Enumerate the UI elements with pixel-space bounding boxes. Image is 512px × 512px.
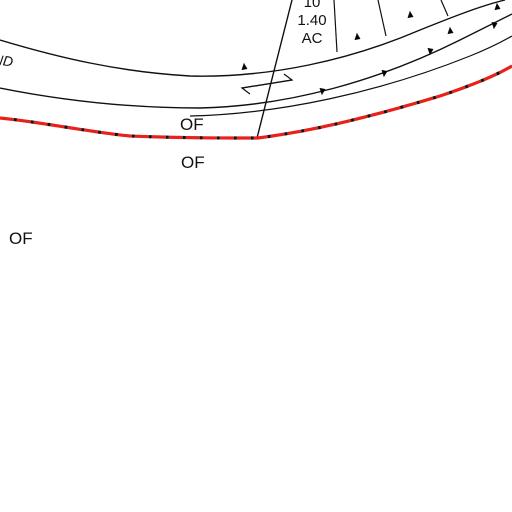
lot-line-diagonal xyxy=(256,0,293,139)
boundary-dash-markers xyxy=(0,64,512,140)
road-ticks xyxy=(241,2,501,96)
parcel-label[interactable]: 10 1.40 AC xyxy=(288,0,336,48)
of-label-left: OF xyxy=(9,229,33,248)
road-name-label: ND xyxy=(0,51,15,70)
parcel-unit: AC xyxy=(301,30,323,47)
parcel-area: 1.40 xyxy=(297,12,327,29)
parcel-number: 10 xyxy=(303,0,321,11)
lot-line-2 xyxy=(377,0,387,37)
road-edge-outer xyxy=(0,0,506,77)
of-label-lower: OF xyxy=(181,153,205,172)
road-arrow-symbol xyxy=(240,73,294,95)
of-label-upper: OF xyxy=(180,115,204,134)
lot-line-1 xyxy=(333,0,338,53)
lot-line-3 xyxy=(440,0,449,17)
boundary-dashed xyxy=(0,64,512,140)
road-edge-inner xyxy=(0,13,512,109)
right-of-way-line xyxy=(189,35,512,117)
